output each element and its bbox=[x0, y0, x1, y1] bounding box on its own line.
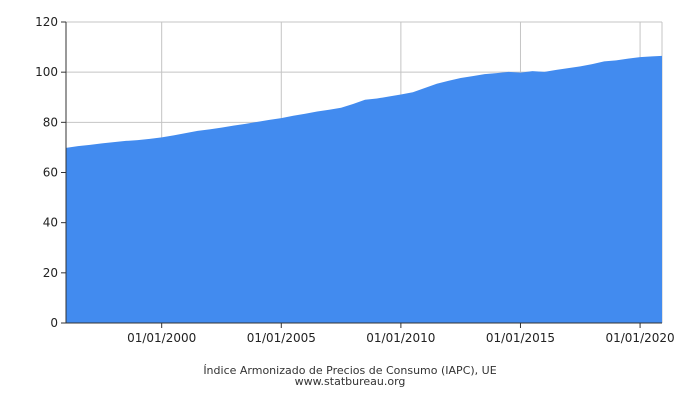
hicp-area bbox=[66, 55, 662, 324]
source-caption: www.statbureau.org bbox=[295, 375, 406, 388]
y-tick-label: 20 bbox=[43, 266, 58, 280]
x-tick-label: 01/01/2015 bbox=[486, 331, 555, 345]
y-tick-label: 80 bbox=[43, 115, 58, 129]
y-tick-label: 40 bbox=[43, 216, 58, 230]
y-tick-label: 60 bbox=[43, 166, 58, 180]
chart-title: Índice Armonizado de Precios de Consumo … bbox=[203, 364, 496, 377]
x-tick-label: 01/01/2000 bbox=[127, 331, 196, 345]
x-tick-label: 01/01/2020 bbox=[605, 331, 674, 345]
x-tick-label: 01/01/2005 bbox=[247, 331, 316, 345]
y-tick-label: 120 bbox=[35, 15, 58, 29]
x-axis-ticks: 01/01/2000 01/01/2005 01/01/2010 01/01/2015… bbox=[127, 323, 675, 345]
x-tick-label: 01/01/2010 bbox=[366, 331, 435, 345]
y-axis-ticks: 0 20 40 60 80 100 120 bbox=[35, 15, 66, 330]
y-tick-label: 100 bbox=[35, 65, 58, 79]
y-tick-label: 0 bbox=[50, 316, 58, 330]
